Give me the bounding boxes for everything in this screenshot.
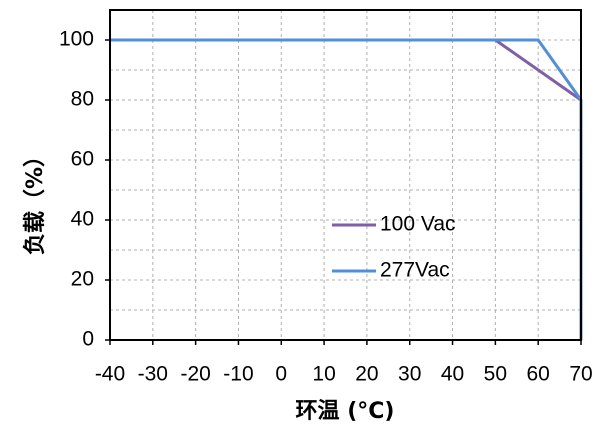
plot-frame	[109, 9, 582, 341]
y-tick-label: 40	[71, 208, 94, 231]
x-tick-label: -40	[95, 363, 125, 386]
grid-lines	[110, 10, 581, 340]
x-tick-label: 70	[569, 363, 592, 386]
plot-background	[110, 10, 581, 340]
y-axis-title: 负载（%）	[22, 145, 48, 255]
x-tick-label: -20	[180, 363, 210, 386]
x-tick-label: 30	[398, 363, 421, 386]
series-line-1	[494, 38, 582, 102]
x-axis-title: 环温 (°C)	[296, 399, 395, 424]
axis-ticks: 0 20 40 60 80 100 -40 -30 -20 -10 0 10 20 30 40 50 60 70	[59, 28, 593, 386]
x-tick-label: -10	[223, 363, 253, 386]
y-tick-label: 60	[71, 148, 94, 171]
y-tick-label: 80	[71, 88, 94, 111]
x-tick-label: 40	[441, 363, 464, 386]
x-tick-label: 50	[484, 363, 507, 386]
x-tick-label: -30	[138, 363, 168, 386]
x-tick-label: 0	[275, 363, 287, 386]
y-tick-label: 0	[82, 328, 94, 351]
x-tick-label: 20	[355, 363, 378, 386]
y-tick-label: 20	[71, 268, 94, 291]
x-tick-label: 10	[312, 363, 335, 386]
legend-label: 277Vac	[380, 259, 450, 282]
y-tick-label: 100	[59, 28, 94, 51]
legend-label: 100 Vac	[380, 213, 456, 236]
x-tick-label: 60	[527, 363, 550, 386]
legend: 100 Vac 277Vac	[332, 213, 456, 282]
